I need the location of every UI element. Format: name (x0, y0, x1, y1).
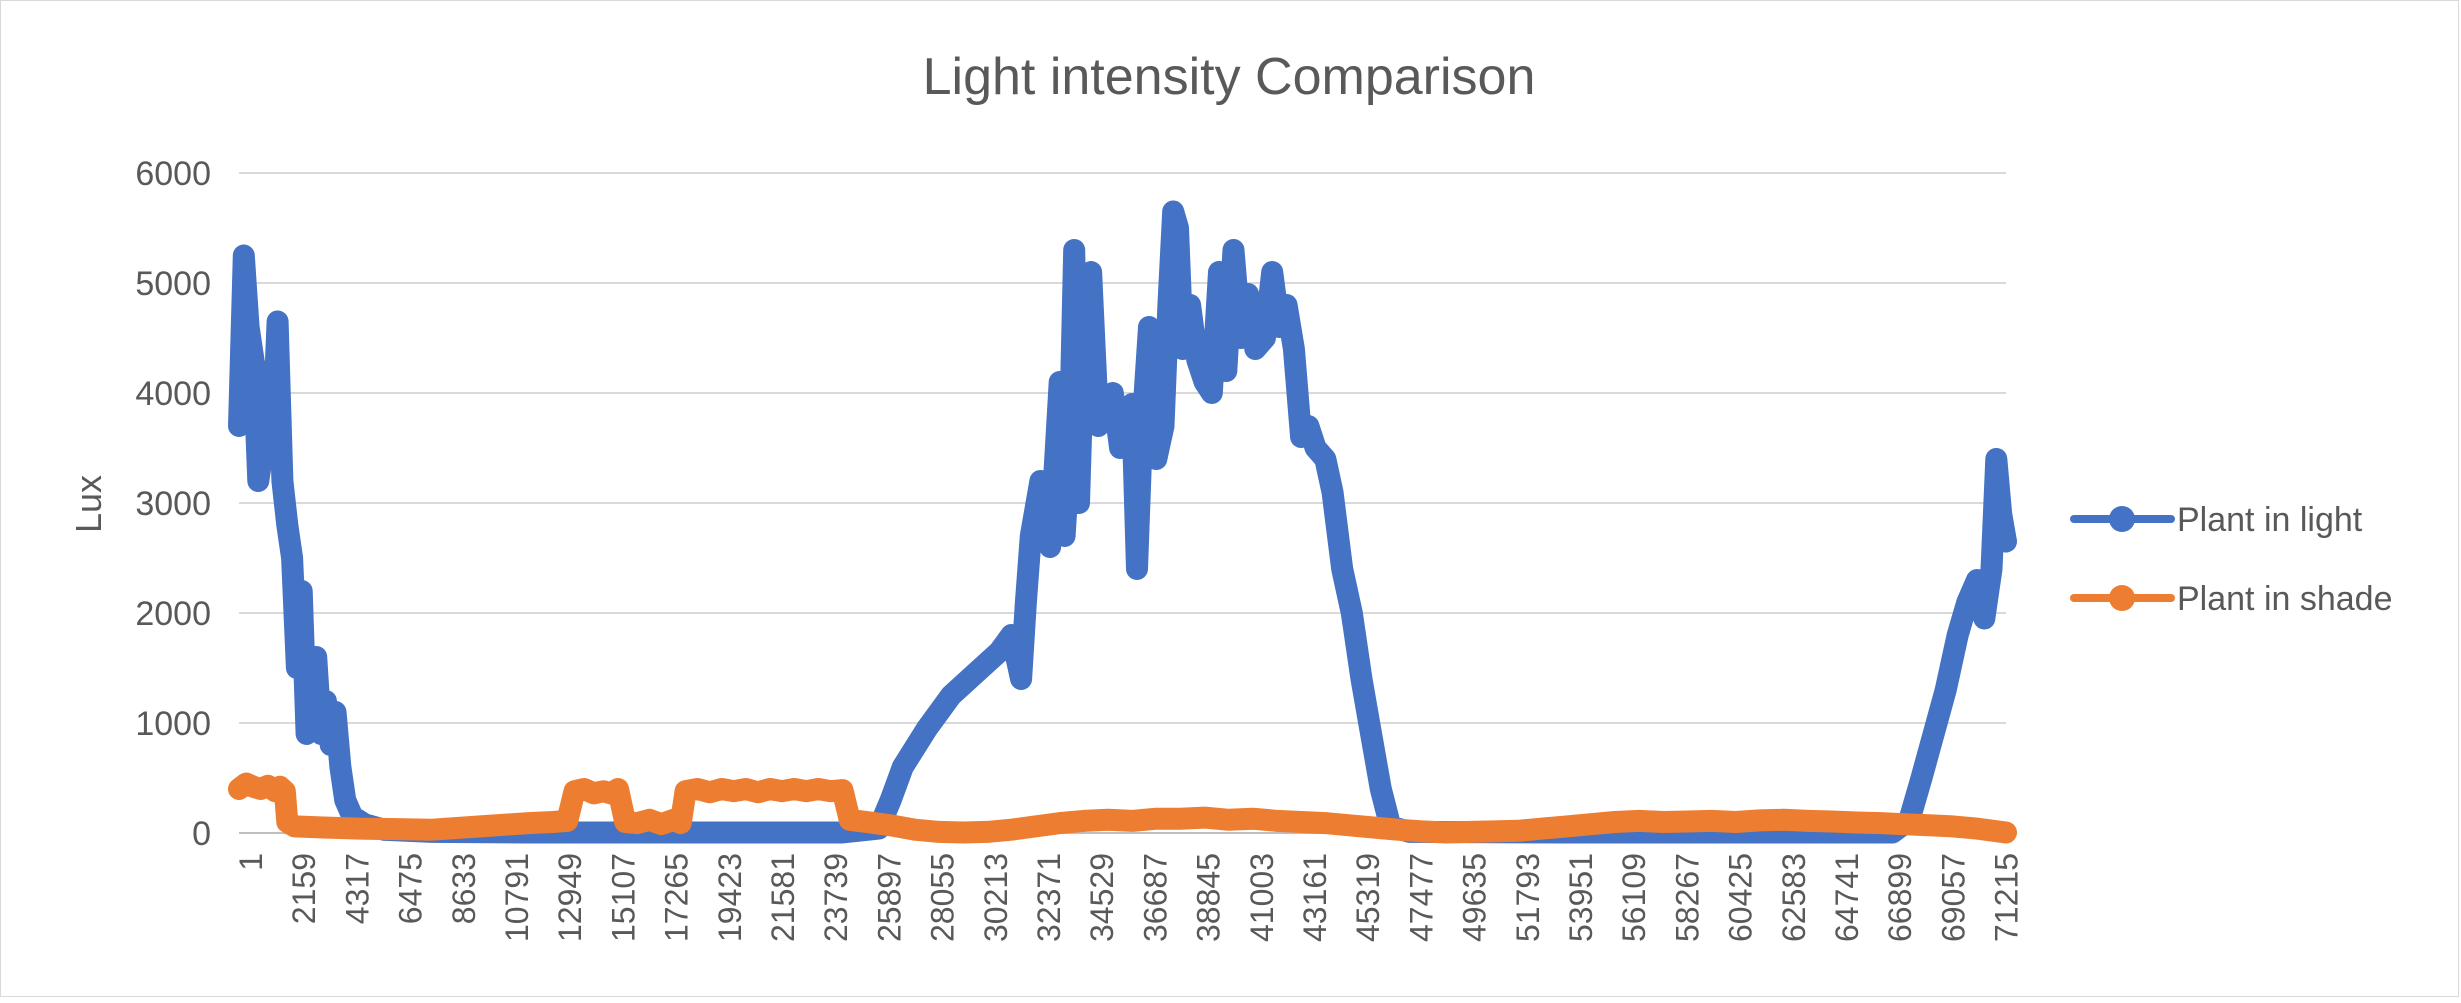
grid-lines (239, 172, 2006, 834)
x-tick-label: 66899 (1882, 853, 1918, 942)
y-tick-label: 4000 (135, 375, 211, 413)
legend-marker-plant-in-light (2109, 506, 2135, 532)
x-axis-ticks: 1 2159 4317 6475 8633 10791 12949 15107 17265 194… (233, 853, 2025, 942)
x-tick-label: 23739 (818, 853, 854, 942)
x-tick-label: 25897 (871, 853, 907, 942)
x-tick-label: 41003 (1244, 853, 1280, 942)
y-tick-label: 3000 (135, 485, 211, 523)
x-tick-label: 71215 (1989, 853, 2025, 942)
chart-title: Light intensity Comparison (923, 48, 1536, 106)
y-tick-label: 1000 (135, 705, 211, 743)
legend: Plant in light Plant in shade (2070, 501, 2393, 618)
x-tick-label: 17265 (659, 853, 695, 942)
legend-label-plant-in-light: Plant in light (2177, 501, 2363, 539)
x-tick-label: 56109 (1616, 853, 1652, 942)
x-tick-label: 34529 (1084, 853, 1120, 942)
series-group (228, 200, 2017, 844)
x-tick-label: 28055 (925, 853, 961, 942)
series-line-plant-in-shade (228, 772, 2017, 844)
x-tick-label: 69057 (1935, 853, 1971, 942)
x-tick-label: 1 (233, 853, 269, 871)
x-tick-label: 36687 (1137, 853, 1173, 942)
y-tick-label: 5000 (135, 265, 211, 303)
x-tick-label: 64741 (1829, 853, 1865, 942)
x-tick-label: 2159 (286, 853, 322, 924)
x-tick-label: 30213 (978, 853, 1014, 942)
series-line-plant-in-light (228, 200, 2017, 844)
x-tick-label: 4317 (339, 853, 375, 924)
y-tick-label: 2000 (135, 595, 211, 633)
x-tick-label: 49635 (1457, 853, 1493, 942)
x-tick-label: 38845 (1191, 853, 1227, 942)
x-tick-label: 32371 (1031, 853, 1067, 942)
y-axis-ticks: 0 1000 2000 3000 4000 5000 6000 (135, 155, 211, 853)
y-tick-label: 0 (192, 815, 211, 853)
x-tick-label: 58267 (1669, 853, 1705, 942)
x-tick-label: 43161 (1297, 853, 1333, 942)
x-tick-label: 51793 (1510, 853, 1546, 942)
x-tick-label: 19423 (712, 853, 748, 942)
x-tick-label: 12949 (552, 853, 588, 942)
x-tick-label: 15107 (605, 853, 641, 942)
x-tick-label: 8633 (446, 853, 482, 924)
x-tick-label: 21581 (765, 853, 801, 942)
x-tick-label: 6475 (393, 853, 429, 924)
y-axis-label: Lux (68, 475, 109, 533)
x-tick-label: 53951 (1563, 853, 1599, 942)
x-tick-label: 60425 (1723, 853, 1759, 942)
x-tick-label: 62583 (1776, 853, 1812, 942)
legend-label-plant-in-shade: Plant in shade (2177, 580, 2393, 618)
legend-marker-plant-in-shade (2109, 585, 2135, 611)
x-tick-label: 10791 (499, 853, 535, 942)
x-tick-label: 45319 (1350, 853, 1386, 942)
x-tick-label: 47477 (1403, 853, 1439, 942)
y-tick-label: 6000 (135, 155, 211, 193)
